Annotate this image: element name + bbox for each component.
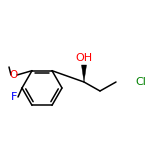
Text: OH: OH [75, 53, 93, 63]
Text: Cl: Cl [135, 77, 146, 87]
Text: O: O [10, 70, 18, 80]
Text: F: F [11, 92, 17, 102]
Polygon shape [81, 65, 86, 82]
